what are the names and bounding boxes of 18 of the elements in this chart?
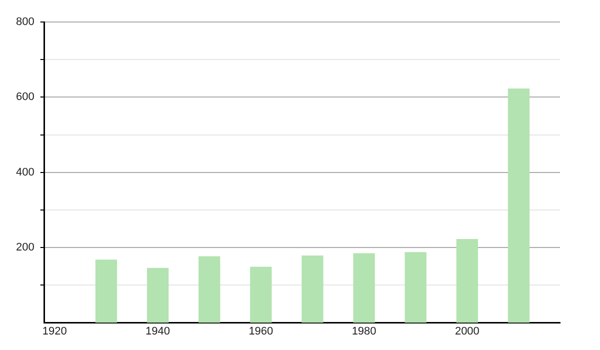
bar <box>250 266 272 323</box>
x-tick-label: 1960 <box>248 325 274 338</box>
x-tick-label: 2000 <box>454 325 480 338</box>
x-tick-label: 1920 <box>42 325 67 338</box>
x-tick-label: 1940 <box>146 325 170 338</box>
y-tick-label: 600 <box>16 91 34 104</box>
bar <box>404 252 426 323</box>
bar <box>508 88 530 323</box>
bar <box>146 268 169 323</box>
bar <box>456 238 478 323</box>
bar <box>302 255 324 323</box>
bar <box>198 256 220 323</box>
bar <box>353 253 375 323</box>
y-tick-label: 400 <box>16 166 34 178</box>
bar <box>95 260 118 323</box>
x-tick-label: 1980 <box>352 325 376 338</box>
y-tick-label: 200 <box>16 242 34 254</box>
y-tick-label: 800 <box>16 16 34 28</box>
